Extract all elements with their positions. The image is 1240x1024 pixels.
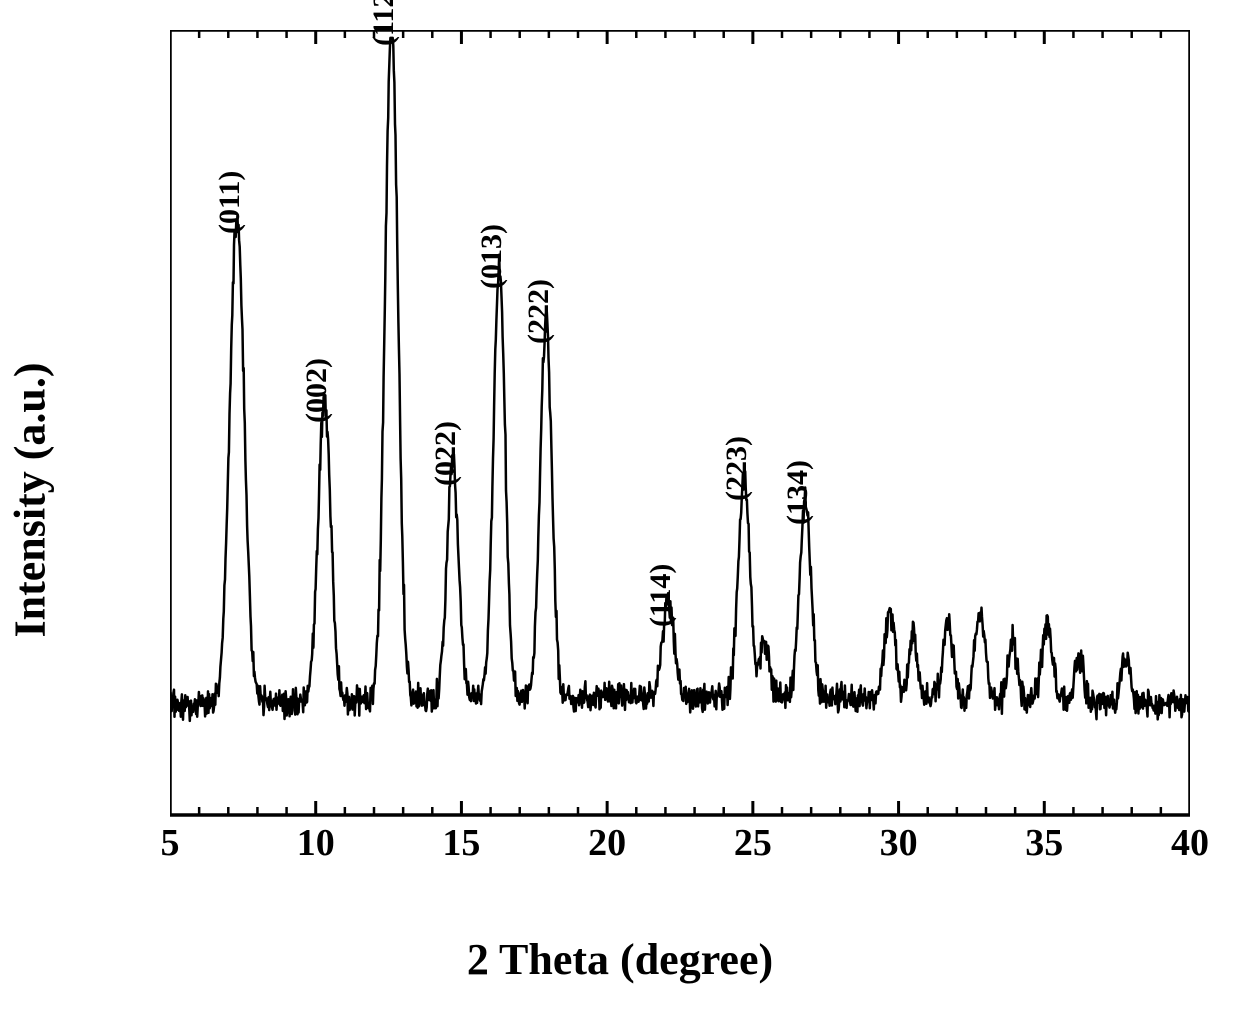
peak-label: (011)	[213, 171, 247, 234]
x-tick-label: 30	[880, 821, 918, 865]
x-tick-label: 40	[1171, 821, 1209, 865]
x-tick-label: 25	[734, 821, 772, 865]
peak-label: (112)	[367, 0, 401, 46]
xrd-svg	[170, 30, 1190, 870]
peak-label: (223)	[720, 436, 754, 501]
x-axis-label: 2 Theta (degree)	[467, 934, 773, 985]
x-tick-label: 5	[161, 821, 180, 865]
plot-area: 510152025303540 (011)(002)(112)(022)(013…	[170, 30, 1190, 870]
peak-label: (002)	[300, 358, 334, 423]
x-tick-label: 35	[1025, 821, 1063, 865]
peak-label: (114)	[644, 564, 678, 627]
x-tick-label: 10	[297, 821, 335, 865]
peak-label: (022)	[429, 421, 463, 486]
xrd-chart: Intensity (a.u.) 2 Theta (degree) 510152…	[40, 20, 1200, 980]
x-tick-label: 20	[588, 821, 626, 865]
peak-label: (222)	[522, 279, 556, 344]
peak-label: (013)	[475, 224, 509, 289]
peak-label: (134)	[781, 460, 815, 525]
y-axis-label: Intensity (a.u.)	[5, 362, 56, 637]
x-tick-label: 15	[442, 821, 480, 865]
